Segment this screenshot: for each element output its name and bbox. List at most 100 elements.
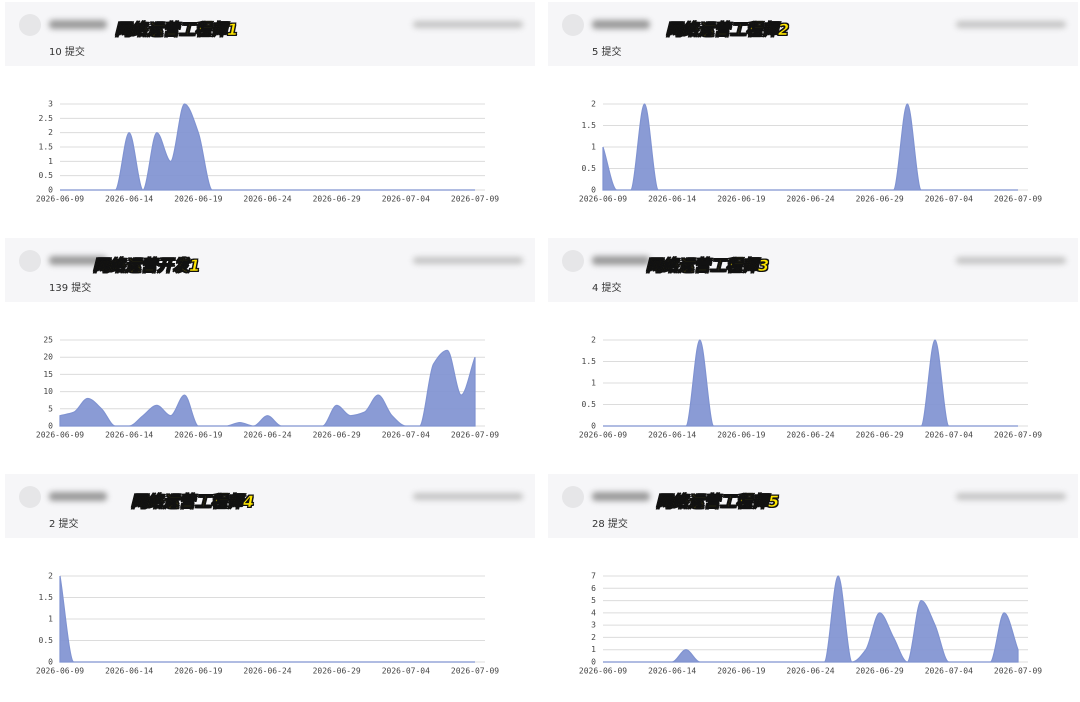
- blurred-name: [592, 492, 650, 501]
- x-tick-label: 2026-07-09: [451, 431, 499, 440]
- blurred-name: [592, 20, 650, 29]
- y-tick-label: 0.5: [39, 636, 54, 645]
- x-tick-label: 2026-06-19: [174, 667, 222, 676]
- blurred-name: [49, 256, 107, 265]
- y-tick-label: 2: [48, 572, 53, 581]
- y-tick-label: 0.5: [582, 400, 597, 409]
- x-tick-label: 2026-07-09: [994, 667, 1042, 676]
- x-tick-label: 2026-06-24: [786, 667, 834, 676]
- y-tick-label: 0: [591, 186, 596, 195]
- area-fill: [602, 103, 1018, 191]
- area-chart: 0 0.5 1 1.5 2 2026-06-09 2026-06-14 2026-06-19 2…: [36, 572, 499, 676]
- x-tick-label: 2026-07-09: [451, 195, 499, 204]
- area-fill: [60, 103, 475, 191]
- area-chart: 0 0.5 1 1.5 2 2026-06-09 2026-06-14 2026-06-19 2…: [579, 100, 1042, 204]
- y-tick-label: 1.5: [39, 593, 54, 602]
- y-tick-label: 0: [48, 422, 53, 431]
- x-tick-label: 2026-06-24: [786, 195, 834, 204]
- blurred-email: [413, 493, 523, 500]
- area-chart: 0 1 2 3 4 5 6 7 2026-06-09 2026-06-14 2026-06-19 20…: [579, 572, 1042, 676]
- area-fill: [603, 339, 1018, 427]
- y-tick-label: 1.5: [582, 121, 597, 130]
- y-tick-label: 0: [591, 658, 596, 667]
- card-header: 网络运营工程师4 2 提交: [5, 474, 535, 538]
- y-tick-label: 10: [43, 387, 53, 396]
- user-card: 网络运营工程师2 5 提交 0 0.5 1 1.5 2 2026-06-09 2026-06-1…: [548, 2, 1078, 230]
- user-card: 网络运营工程师4 2 提交 0 0.5 1 1.5 2 2026-06-09 2026-06-1…: [5, 474, 535, 702]
- role-label: 网络运营工程师3: [646, 256, 770, 276]
- x-tick-label: 2026-06-14: [105, 195, 153, 204]
- x-tick-label: 2026-07-09: [451, 667, 499, 676]
- y-tick-label: 6: [591, 584, 596, 593]
- area-chart: 0 5 10 15 20 25 2026-06-09 2026-06-14 2026-06-19…: [36, 336, 499, 440]
- card-header: 网络运营工程师3 4 提交: [548, 238, 1078, 302]
- area-fill: [603, 575, 1019, 663]
- y-tick-label: 2: [48, 128, 53, 137]
- role-label: 网络运营工程师5: [656, 492, 780, 512]
- x-tick-label: 2026-07-04: [925, 667, 973, 676]
- y-tick-label: 1: [591, 143, 596, 152]
- x-tick-label: 2026-06-29: [313, 431, 361, 440]
- x-tick-label: 2026-07-04: [382, 667, 430, 676]
- y-tick-label: 1: [591, 645, 596, 654]
- y-tick-label: 2: [591, 100, 596, 109]
- card-header: 网络运营工程师1 10 提交: [5, 2, 535, 66]
- commit-count: 28 提交: [592, 519, 628, 530]
- y-tick-label: 2: [591, 633, 596, 642]
- area-fill: [59, 575, 475, 663]
- x-tick-label: 2026-06-19: [717, 195, 765, 204]
- y-tick-label: 0: [48, 658, 53, 667]
- commit-count: 139 提交: [49, 283, 92, 294]
- y-tick-label: 3: [48, 100, 53, 109]
- y-tick-label: 7: [591, 572, 596, 581]
- y-tick-label: 0.5: [39, 171, 54, 180]
- role-label: 网络运营工程师4: [131, 492, 255, 512]
- blurred-email: [956, 257, 1066, 264]
- commit-count: 2 提交: [49, 519, 79, 530]
- x-tick-label: 2026-06-09: [579, 195, 627, 204]
- y-tick-label: 1: [48, 615, 53, 624]
- x-tick-label: 2026-06-14: [648, 195, 696, 204]
- y-tick-label: 5: [591, 596, 596, 605]
- x-tick-label: 2026-06-19: [174, 195, 222, 204]
- avatar: [562, 250, 584, 272]
- x-tick-label: 2026-06-29: [856, 667, 904, 676]
- blurred-name: [49, 20, 107, 29]
- x-tick-label: 2026-06-14: [105, 667, 153, 676]
- blurred-email: [413, 21, 523, 28]
- x-tick-label: 2026-06-14: [648, 431, 696, 440]
- x-tick-label: 2026-06-29: [313, 195, 361, 204]
- avatar: [562, 14, 584, 36]
- x-tick-label: 2026-07-04: [382, 195, 430, 204]
- y-tick-label: 20: [43, 353, 53, 362]
- x-tick-label: 2026-07-04: [925, 195, 973, 204]
- card-header: 网络运营开发1 139 提交: [5, 238, 535, 302]
- card-header: 网络运营工程师2 5 提交: [548, 2, 1078, 66]
- y-tick-label: 2: [591, 336, 596, 345]
- x-tick-label: 2026-07-09: [994, 195, 1042, 204]
- area-chart: 0 0.5 1 1.5 2 2026-06-09 2026-06-14 2026-06-19 2…: [579, 336, 1042, 440]
- commit-count: 5 提交: [592, 47, 622, 58]
- x-tick-label: 2026-06-24: [243, 195, 291, 204]
- x-tick-label: 2026-06-24: [243, 431, 291, 440]
- y-tick-label: 4: [591, 608, 596, 617]
- x-tick-label: 2026-07-04: [925, 431, 973, 440]
- commit-count: 4 提交: [592, 283, 622, 294]
- y-tick-label: 1.5: [39, 143, 54, 152]
- y-tick-label: 3: [591, 621, 596, 630]
- blurred-name: [592, 256, 650, 265]
- y-tick-label: 25: [43, 336, 53, 345]
- x-tick-label: 2026-06-19: [717, 667, 765, 676]
- role-label: 网络运营工程师2: [666, 20, 790, 40]
- area-chart: 0 0.5 1 1.5 2 2.5 3 2026-06-09 2026-06-14 2026-06…: [36, 100, 499, 204]
- x-tick-label: 2026-06-14: [648, 667, 696, 676]
- x-tick-label: 2026-06-09: [579, 431, 627, 440]
- x-tick-label: 2026-06-24: [786, 431, 834, 440]
- x-tick-label: 2026-06-19: [717, 431, 765, 440]
- x-tick-label: 2026-06-19: [174, 431, 222, 440]
- x-tick-label: 2026-06-29: [856, 195, 904, 204]
- blurred-email: [413, 257, 523, 264]
- role-label: 网络运营开发1: [93, 256, 201, 276]
- blurred-name: [49, 492, 107, 501]
